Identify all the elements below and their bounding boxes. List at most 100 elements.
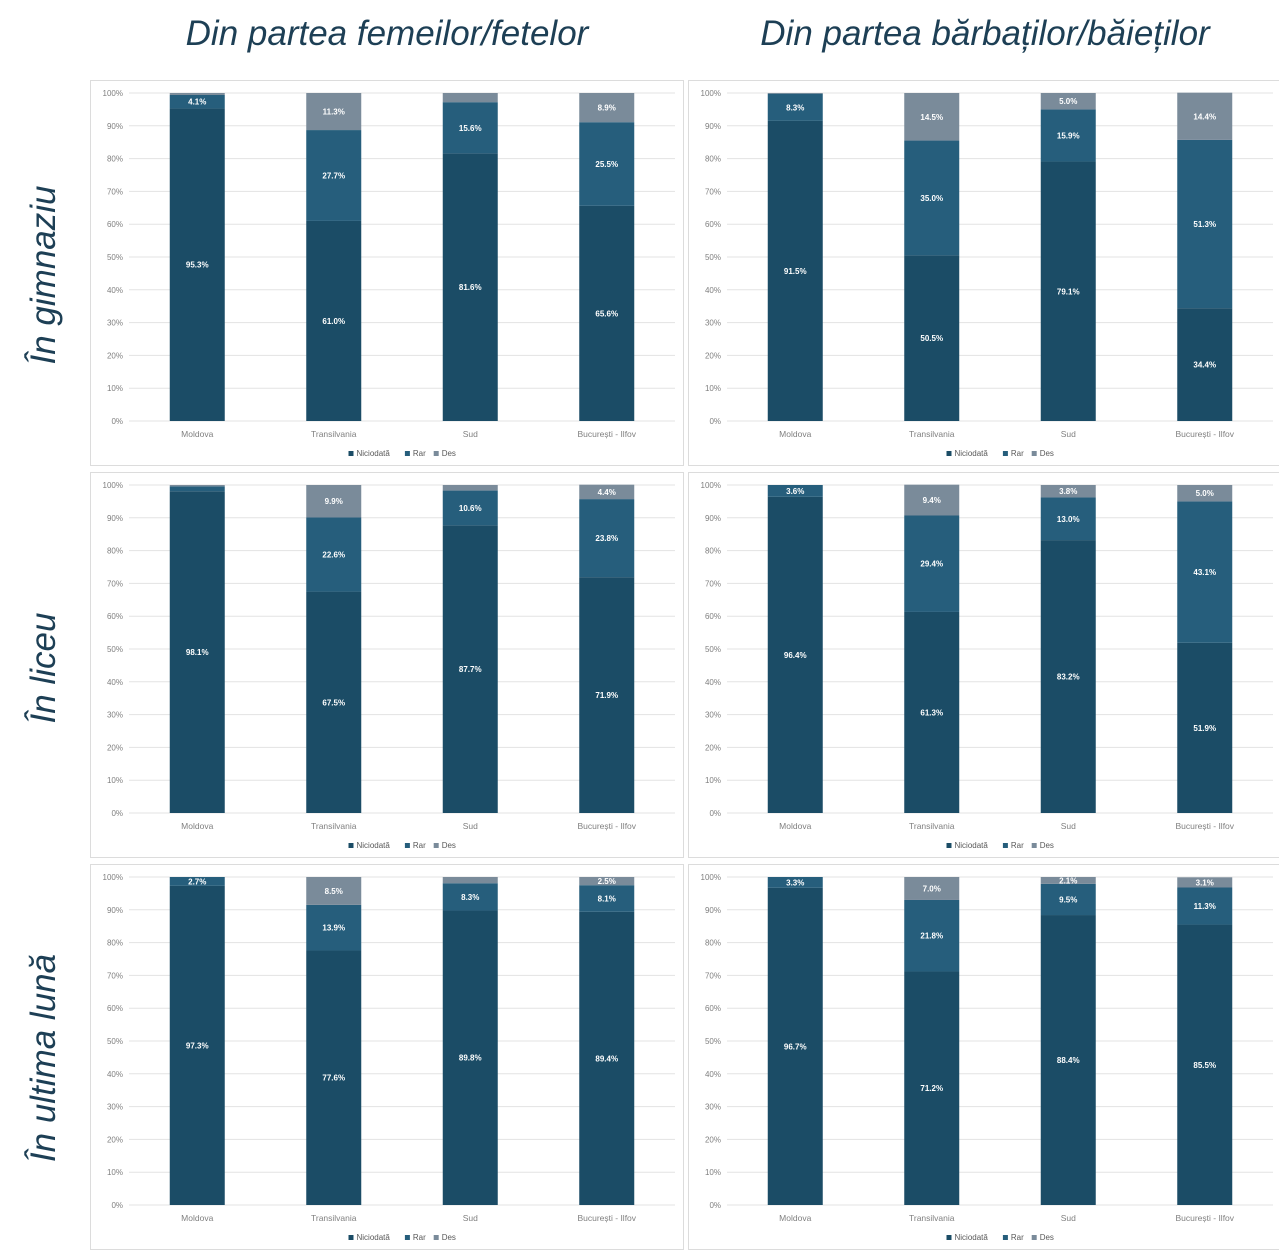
data-label: 71.9%: [595, 691, 618, 700]
y-tick-label: 90%: [107, 514, 123, 523]
y-tick-label: 10%: [705, 384, 721, 393]
bar-segment-niciodata: [767, 120, 823, 421]
y-tick-label: 80%: [107, 939, 123, 948]
bar-segment-niciodata: [904, 611, 960, 813]
data-label: 61.0%: [322, 317, 345, 326]
bar-segment-niciodata: [1040, 540, 1096, 813]
data-label: 27.7%: [322, 171, 345, 180]
data-label: 50.5%: [920, 334, 943, 343]
legend-swatch-des: [1031, 451, 1037, 456]
bar-segment-des: [767, 93, 823, 94]
x-category-label: Moldova: [181, 1213, 213, 1223]
legend-label-rar: Rar: [1011, 841, 1024, 850]
legend-swatch-rar: [404, 1235, 410, 1240]
stacked-bar-chart: 0% 10% 20% 30% 40% 50% 60% 70% 80% 90% 100% 96.4% 3.…: [701, 481, 1273, 850]
data-label: 8.9%: [598, 104, 616, 113]
y-tick-label: 50%: [107, 1037, 123, 1046]
data-label: 29.4%: [920, 560, 943, 569]
bar-segment-rar: [306, 904, 362, 951]
y-tick-label: 20%: [107, 1135, 123, 1144]
bar-segment-rar: [1040, 883, 1096, 916]
legend-swatch-des: [1031, 1235, 1037, 1240]
chart-panel-ultima-luna-barbati: 0% 10% 20% 30% 40% 50% 60% 70% 80% 90% 100% 96.7% 3.…: [688, 864, 1279, 1250]
bar-segment-des: [1040, 877, 1096, 884]
data-label: 96.7%: [784, 1042, 807, 1051]
stacked-bar-chart: 0% 10% 20% 30% 40% 50% 60% 70% 80% 90% 100% 91.5% 8.…: [701, 89, 1273, 458]
bar-segment-des: [1177, 877, 1233, 888]
y-tick-label: 20%: [705, 743, 721, 752]
data-label: 88.4%: [1057, 1056, 1080, 1065]
data-label: 4.4%: [598, 488, 616, 497]
y-tick-label: 90%: [705, 122, 721, 131]
data-label: 87.7%: [459, 665, 482, 674]
bar-segment-niciodata: [1177, 642, 1233, 813]
stacked-bar-chart: 0% 10% 20% 30% 40% 50% 60% 70% 80% 90% 100% 96.7% 3.…: [701, 873, 1273, 1242]
data-label: 8.5%: [325, 887, 343, 896]
bar-segment-niciodata: [306, 591, 362, 813]
bar-segment-des: [1177, 485, 1233, 502]
y-tick-label: 0%: [111, 1201, 123, 1210]
bar-segment-rar: [442, 102, 498, 154]
bar-segment-des: [1040, 93, 1096, 110]
bar-segment-niciodata: [904, 255, 960, 421]
bar-segment-niciodata: [169, 885, 225, 1205]
data-label: 96.4%: [784, 651, 807, 660]
legend-label-rar: Rar: [413, 841, 426, 850]
y-tick-label: 50%: [705, 1037, 721, 1046]
data-label: 91.5%: [784, 267, 807, 276]
bar-segment-des: [904, 877, 960, 900]
x-category-label: Sud: [1061, 1213, 1076, 1223]
legend-label-des: Des: [442, 841, 456, 850]
bar-segment-rar: [1177, 501, 1233, 643]
x-category-label: Transilvania: [311, 821, 357, 831]
legend-label-niciodata: Niciodată: [357, 1233, 391, 1242]
data-label: 98.1%: [186, 648, 209, 657]
x-category-label: București - Ilfov: [577, 821, 636, 831]
bar-segment-des: [579, 93, 635, 123]
bar-segment-rar: [169, 877, 225, 886]
data-label: 35.0%: [920, 194, 943, 203]
legend-swatch-rar: [404, 451, 410, 456]
legend-label-niciodata: Niciodată: [955, 449, 989, 458]
data-label: 89.8%: [459, 1054, 482, 1063]
x-category-label: București - Ilfov: [1175, 821, 1234, 831]
bar-segment-des: [904, 484, 960, 516]
bar-segment-rar: [169, 486, 225, 492]
column-header-women: Din partea femeilor/fetelor: [185, 14, 589, 53]
y-tick-label: 10%: [107, 384, 123, 393]
x-category-label: Sud: [463, 1213, 478, 1223]
stacked-bar-chart: 0% 10% 20% 30% 40% 50% 60% 70% 80% 90% 100% 98.1% Mo…: [103, 481, 675, 850]
legend-label-niciodata: Niciodată: [357, 841, 391, 850]
chart-panel-liceu-femei: 0% 10% 20% 30% 40% 50% 60% 70% 80% 90% 100% 98.1% Mo…: [90, 472, 684, 858]
data-label: 2.5%: [598, 877, 616, 886]
y-tick-label: 40%: [107, 1070, 123, 1079]
data-label: 25.5%: [595, 160, 618, 169]
row-header-last-month: În ultima lună: [24, 953, 63, 1163]
bar-segment-rar: [1040, 109, 1096, 162]
y-tick-label: 80%: [705, 547, 721, 556]
stacked-bar-chart: 0% 10% 20% 30% 40% 50% 60% 70% 80% 90% 100% 97.3% 2.…: [103, 873, 675, 1242]
y-tick-label: 90%: [107, 906, 123, 915]
stacked-bar-chart: 0% 10% 20% 30% 40% 50% 60% 70% 80% 90% 100% 95.3% 4.…: [103, 89, 675, 458]
x-category-label: Moldova: [779, 429, 811, 439]
bar-segment-niciodata: [904, 971, 960, 1205]
row-header-gymnasium: În gimnaziu: [24, 185, 63, 365]
bar-segment-niciodata: [169, 108, 225, 421]
bar-segment-niciodata: [1177, 308, 1233, 421]
y-tick-label: 70%: [705, 579, 721, 588]
y-tick-label: 30%: [705, 711, 721, 720]
y-tick-label: 0%: [709, 417, 721, 426]
bar-segment-des: [1177, 92, 1233, 140]
y-tick-label: 60%: [705, 220, 721, 229]
y-tick-label: 70%: [107, 187, 123, 196]
y-tick-label: 10%: [107, 1168, 123, 1177]
legend-label-rar: Rar: [1011, 449, 1024, 458]
y-tick-label: 90%: [107, 122, 123, 131]
data-label: 83.2%: [1057, 673, 1080, 682]
data-label: 15.6%: [459, 124, 482, 133]
y-tick-label: 70%: [705, 971, 721, 980]
data-label: 34.4%: [1193, 361, 1216, 370]
data-label: 81.6%: [459, 283, 482, 292]
legend-label-niciodata: Niciodată: [357, 449, 391, 458]
y-tick-label: 90%: [705, 906, 721, 915]
